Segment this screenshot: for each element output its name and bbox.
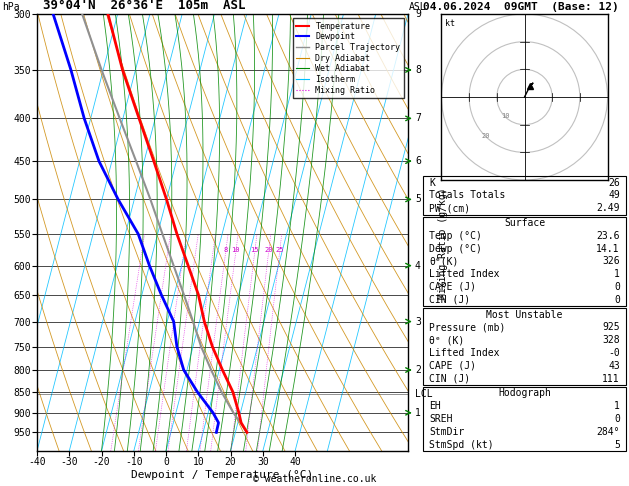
Text: 14.1: 14.1 [596, 243, 620, 254]
Text: Lifted Index: Lifted Index [429, 348, 499, 358]
Text: CIN (J): CIN (J) [429, 295, 470, 305]
Text: 7: 7 [415, 113, 421, 123]
Text: CIN (J): CIN (J) [429, 374, 470, 383]
Text: 1: 1 [614, 401, 620, 411]
Text: Temp (°C): Temp (°C) [429, 231, 482, 241]
Text: -0: -0 [608, 348, 620, 358]
Text: 04.06.2024  09GMT  (Base: 12): 04.06.2024 09GMT (Base: 12) [423, 1, 619, 12]
Text: StmDir: StmDir [429, 427, 464, 437]
Text: 2.49: 2.49 [596, 203, 620, 213]
Text: CAPE (J): CAPE (J) [429, 361, 476, 371]
Text: StmSpd (kt): StmSpd (kt) [429, 440, 494, 450]
Text: 23.6: 23.6 [596, 231, 620, 241]
Text: CAPE (J): CAPE (J) [429, 282, 476, 292]
Text: 8: 8 [415, 65, 421, 75]
Text: Pressure (mb): Pressure (mb) [429, 322, 506, 332]
Text: Mixing Ratio (g/kg): Mixing Ratio (g/kg) [438, 187, 448, 299]
Text: 111: 111 [602, 374, 620, 383]
Legend: Temperature, Dewpoint, Parcel Trajectory, Dry Adiabat, Wet Adiabat, Isotherm, Mi: Temperature, Dewpoint, Parcel Trajectory… [293, 18, 404, 98]
Text: 3: 3 [415, 316, 421, 327]
Text: 925: 925 [602, 322, 620, 332]
Text: 328: 328 [602, 335, 620, 345]
Text: km
ASL: km ASL [409, 0, 427, 12]
Text: 25: 25 [276, 247, 284, 253]
Text: 0: 0 [614, 282, 620, 292]
Text: 0: 0 [614, 414, 620, 424]
Text: θᵉ (K): θᵉ (K) [429, 335, 464, 345]
Text: Surface: Surface [504, 218, 545, 228]
Text: 1: 1 [415, 408, 421, 418]
Text: © weatheronline.co.uk: © weatheronline.co.uk [253, 473, 376, 484]
Text: 39°04'N  26°36'E  105m  ASL: 39°04'N 26°36'E 105m ASL [43, 0, 246, 12]
Text: θᵉ(K): θᵉ(K) [429, 257, 459, 266]
Text: Totals Totals: Totals Totals [429, 191, 506, 200]
X-axis label: Dewpoint / Temperature (°C): Dewpoint / Temperature (°C) [131, 470, 314, 480]
Text: 284°: 284° [596, 427, 620, 437]
Text: hPa: hPa [3, 1, 20, 12]
Text: K: K [429, 177, 435, 188]
Text: 6: 6 [415, 156, 421, 166]
Text: 326: 326 [602, 257, 620, 266]
Text: 5: 5 [614, 440, 620, 450]
Text: 5: 5 [415, 194, 421, 205]
Text: LCL: LCL [415, 389, 433, 399]
Text: 0: 0 [614, 295, 620, 305]
Text: kt: kt [445, 19, 455, 28]
Text: PW (cm): PW (cm) [429, 203, 470, 213]
Text: 1: 1 [614, 269, 620, 279]
Text: Hodograph: Hodograph [498, 388, 551, 399]
Text: 43: 43 [608, 361, 620, 371]
Text: 20: 20 [482, 133, 490, 139]
Text: 2: 2 [415, 365, 421, 375]
Text: Dewp (°C): Dewp (°C) [429, 243, 482, 254]
Text: 10: 10 [501, 113, 509, 120]
Text: Lifted Index: Lifted Index [429, 269, 499, 279]
Text: 8: 8 [223, 247, 228, 253]
Text: 26: 26 [608, 177, 620, 188]
Text: EH: EH [429, 401, 441, 411]
Text: 15: 15 [250, 247, 259, 253]
Text: SREH: SREH [429, 414, 453, 424]
Text: 10: 10 [231, 247, 240, 253]
Text: 4: 4 [415, 260, 421, 271]
Text: 49: 49 [608, 191, 620, 200]
Text: Most Unstable: Most Unstable [486, 310, 563, 320]
Text: 9: 9 [415, 9, 421, 19]
Text: 20: 20 [264, 247, 273, 253]
